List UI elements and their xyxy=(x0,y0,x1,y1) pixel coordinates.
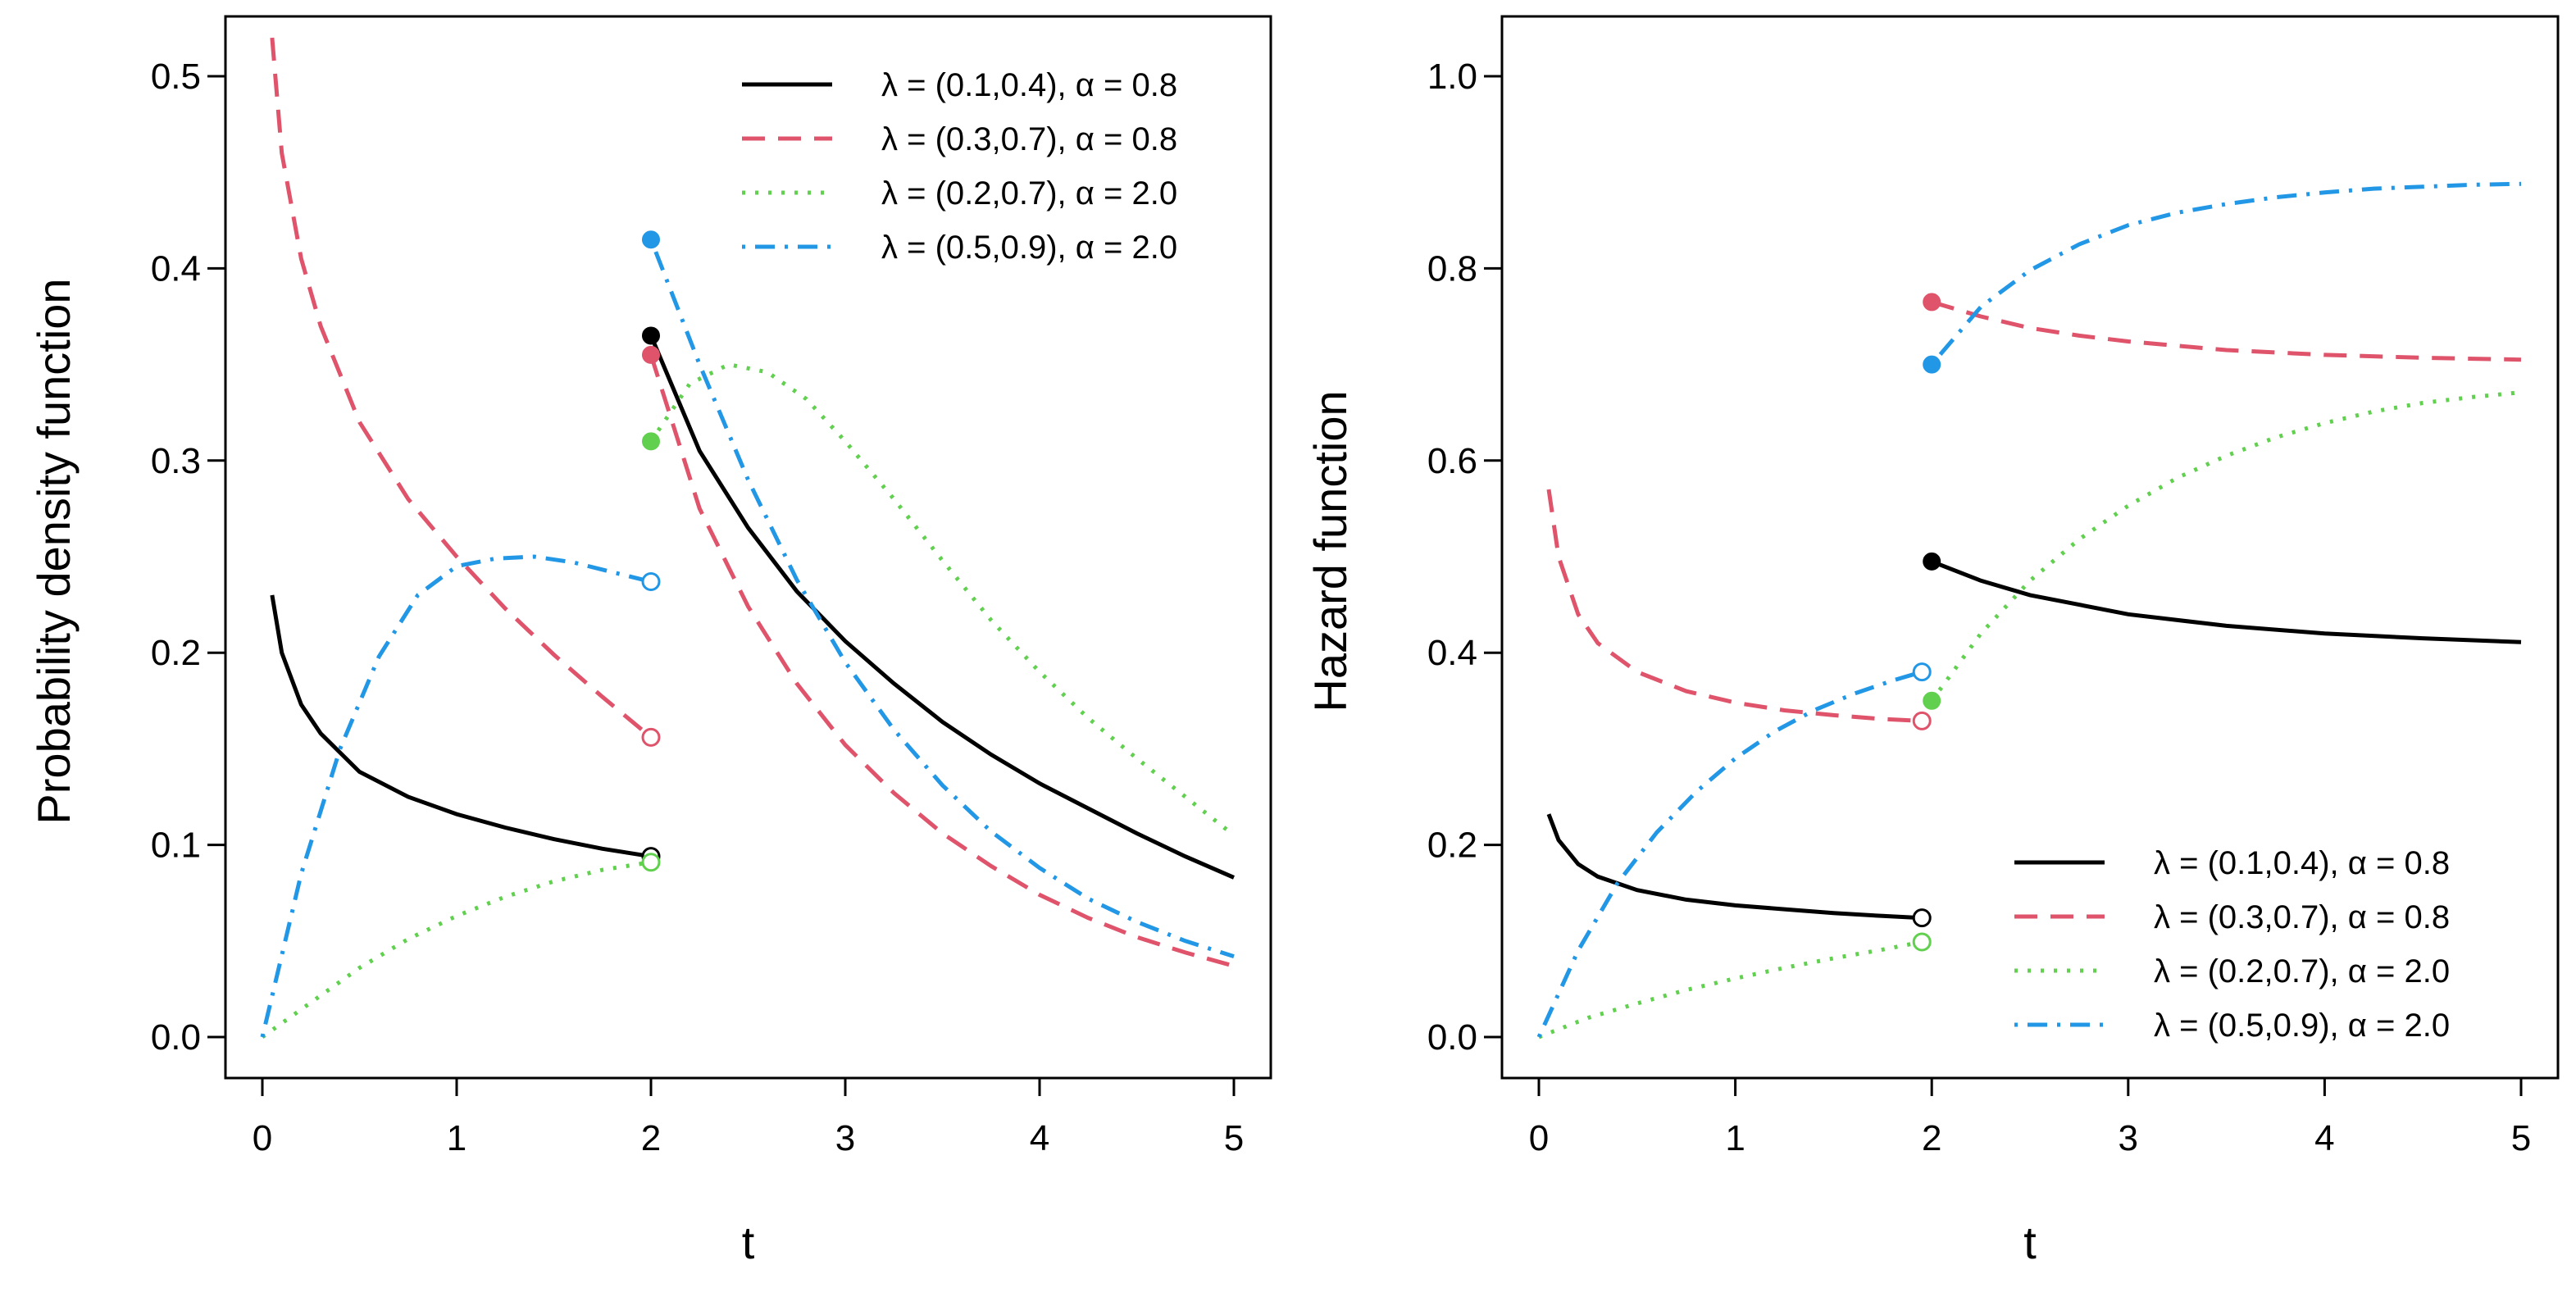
legend-label: λ = (0.3,0.7), α = 0.8 xyxy=(881,121,1177,157)
open-endpoint xyxy=(1912,711,1932,730)
series-line xyxy=(270,594,652,859)
legend-label: λ = (0.3,0.7), α = 0.8 xyxy=(2154,899,2450,935)
y-tick-label: 0.4 xyxy=(151,248,201,289)
y-tick-label: 0.2 xyxy=(151,633,201,673)
x-tick-label: 4 xyxy=(2314,1118,2334,1158)
y-tick-label: 0.8 xyxy=(1427,248,1477,289)
open-endpoint xyxy=(1912,908,1932,928)
series-line xyxy=(1930,390,2522,703)
series-line xyxy=(270,37,653,739)
open-endpoint xyxy=(1912,662,1932,682)
legend-label: λ = (0.5,0.9), α = 2.0 xyxy=(881,230,1177,266)
filled-endpoint xyxy=(1923,691,1941,710)
series-line xyxy=(1930,181,2522,366)
x-tick-label: 2 xyxy=(641,1118,661,1158)
series-line xyxy=(1931,559,2522,644)
y-tick-label: 0.0 xyxy=(1427,1017,1477,1058)
filled-endpoint xyxy=(1923,293,1941,312)
filled-endpoint xyxy=(1923,552,1941,571)
series-line xyxy=(1538,939,1923,1040)
pdf-panel: 0 1 2 3 4 5 0.0 0.1 0.2 0.3 0.4 0.5 t Probability den… xyxy=(28,15,1272,1268)
filled-endpoint xyxy=(642,326,660,345)
series-line xyxy=(1536,670,1923,1039)
filled-endpoint xyxy=(642,432,660,451)
filled-endpoint xyxy=(1923,355,1941,374)
legend-label: λ = (0.1,0.4), α = 0.8 xyxy=(881,67,1177,103)
y-tick-label: 0.4 xyxy=(1427,633,1477,673)
y-tick-label: 0.0 xyxy=(151,1017,201,1058)
legend-label: λ = (0.2,0.7), α = 2.0 xyxy=(881,175,1177,212)
filled-endpoint xyxy=(642,345,660,364)
series-line xyxy=(649,334,1235,880)
x-tick-label: 4 xyxy=(1030,1118,1049,1158)
y-tick-label: 0.5 xyxy=(151,57,201,97)
x-tick-label: 1 xyxy=(447,1118,467,1158)
x-tick-label: 2 xyxy=(1922,1118,1941,1158)
x-tick-label: 0 xyxy=(253,1118,272,1158)
x-tick-label: 5 xyxy=(2511,1118,2531,1158)
series-line xyxy=(261,860,652,1040)
series-line xyxy=(260,554,652,1038)
x-tick-label: 5 xyxy=(1224,1118,1244,1158)
series-line xyxy=(649,354,1235,968)
open-endpoint xyxy=(1912,932,1932,952)
y-tick-label: 0.6 xyxy=(1427,441,1477,481)
series-line xyxy=(1546,813,1923,921)
x-tick-label: 3 xyxy=(835,1118,855,1158)
legend: λ = (0.1,0.4), α = 0.8 λ = (0.3,0.7), α =… xyxy=(2014,845,2450,1044)
hazard-panel: 0 1 2 3 4 5 0.0 0.2 0.4 0.6 0.8 1.0 t Hazard function… xyxy=(1304,15,2560,1268)
series-line xyxy=(649,239,1235,958)
series-group xyxy=(260,37,1236,1040)
series-group xyxy=(1536,181,2522,1040)
series-line xyxy=(649,362,1236,837)
series-line xyxy=(1931,300,2522,362)
x-tick-label: 0 xyxy=(1529,1118,1549,1158)
open-endpoint xyxy=(641,571,661,591)
y-tick-label: 0.1 xyxy=(151,826,201,866)
series-line xyxy=(1546,489,1923,723)
y-axis-label: Hazard function xyxy=(1304,390,1356,712)
legend-label: λ = (0.2,0.7), α = 2.0 xyxy=(2154,953,2450,989)
x-tick-label: 1 xyxy=(1725,1118,1745,1158)
legend-label: λ = (0.5,0.9), α = 2.0 xyxy=(2154,1008,2450,1044)
plot-frame xyxy=(1500,15,2560,1080)
x-axis-label: t xyxy=(742,1217,755,1268)
legend-label: λ = (0.1,0.4), α = 0.8 xyxy=(2154,845,2450,881)
x-axis-label: t xyxy=(2023,1217,2037,1268)
y-tick-label: 0.3 xyxy=(151,441,201,481)
legend: λ = (0.1,0.4), α = 0.8 λ = (0.3,0.7), α =… xyxy=(742,67,1177,266)
filled-endpoint xyxy=(642,230,660,249)
x-tick-label: 3 xyxy=(2119,1118,2138,1158)
y-tick-label: 0.2 xyxy=(1427,826,1477,866)
open-endpoint xyxy=(641,727,661,747)
open-endpoint xyxy=(641,853,661,872)
plot-frame xyxy=(224,15,1272,1080)
y-axis-label: Probability density function xyxy=(28,278,80,824)
y-tick-label: 1.0 xyxy=(1427,57,1477,97)
